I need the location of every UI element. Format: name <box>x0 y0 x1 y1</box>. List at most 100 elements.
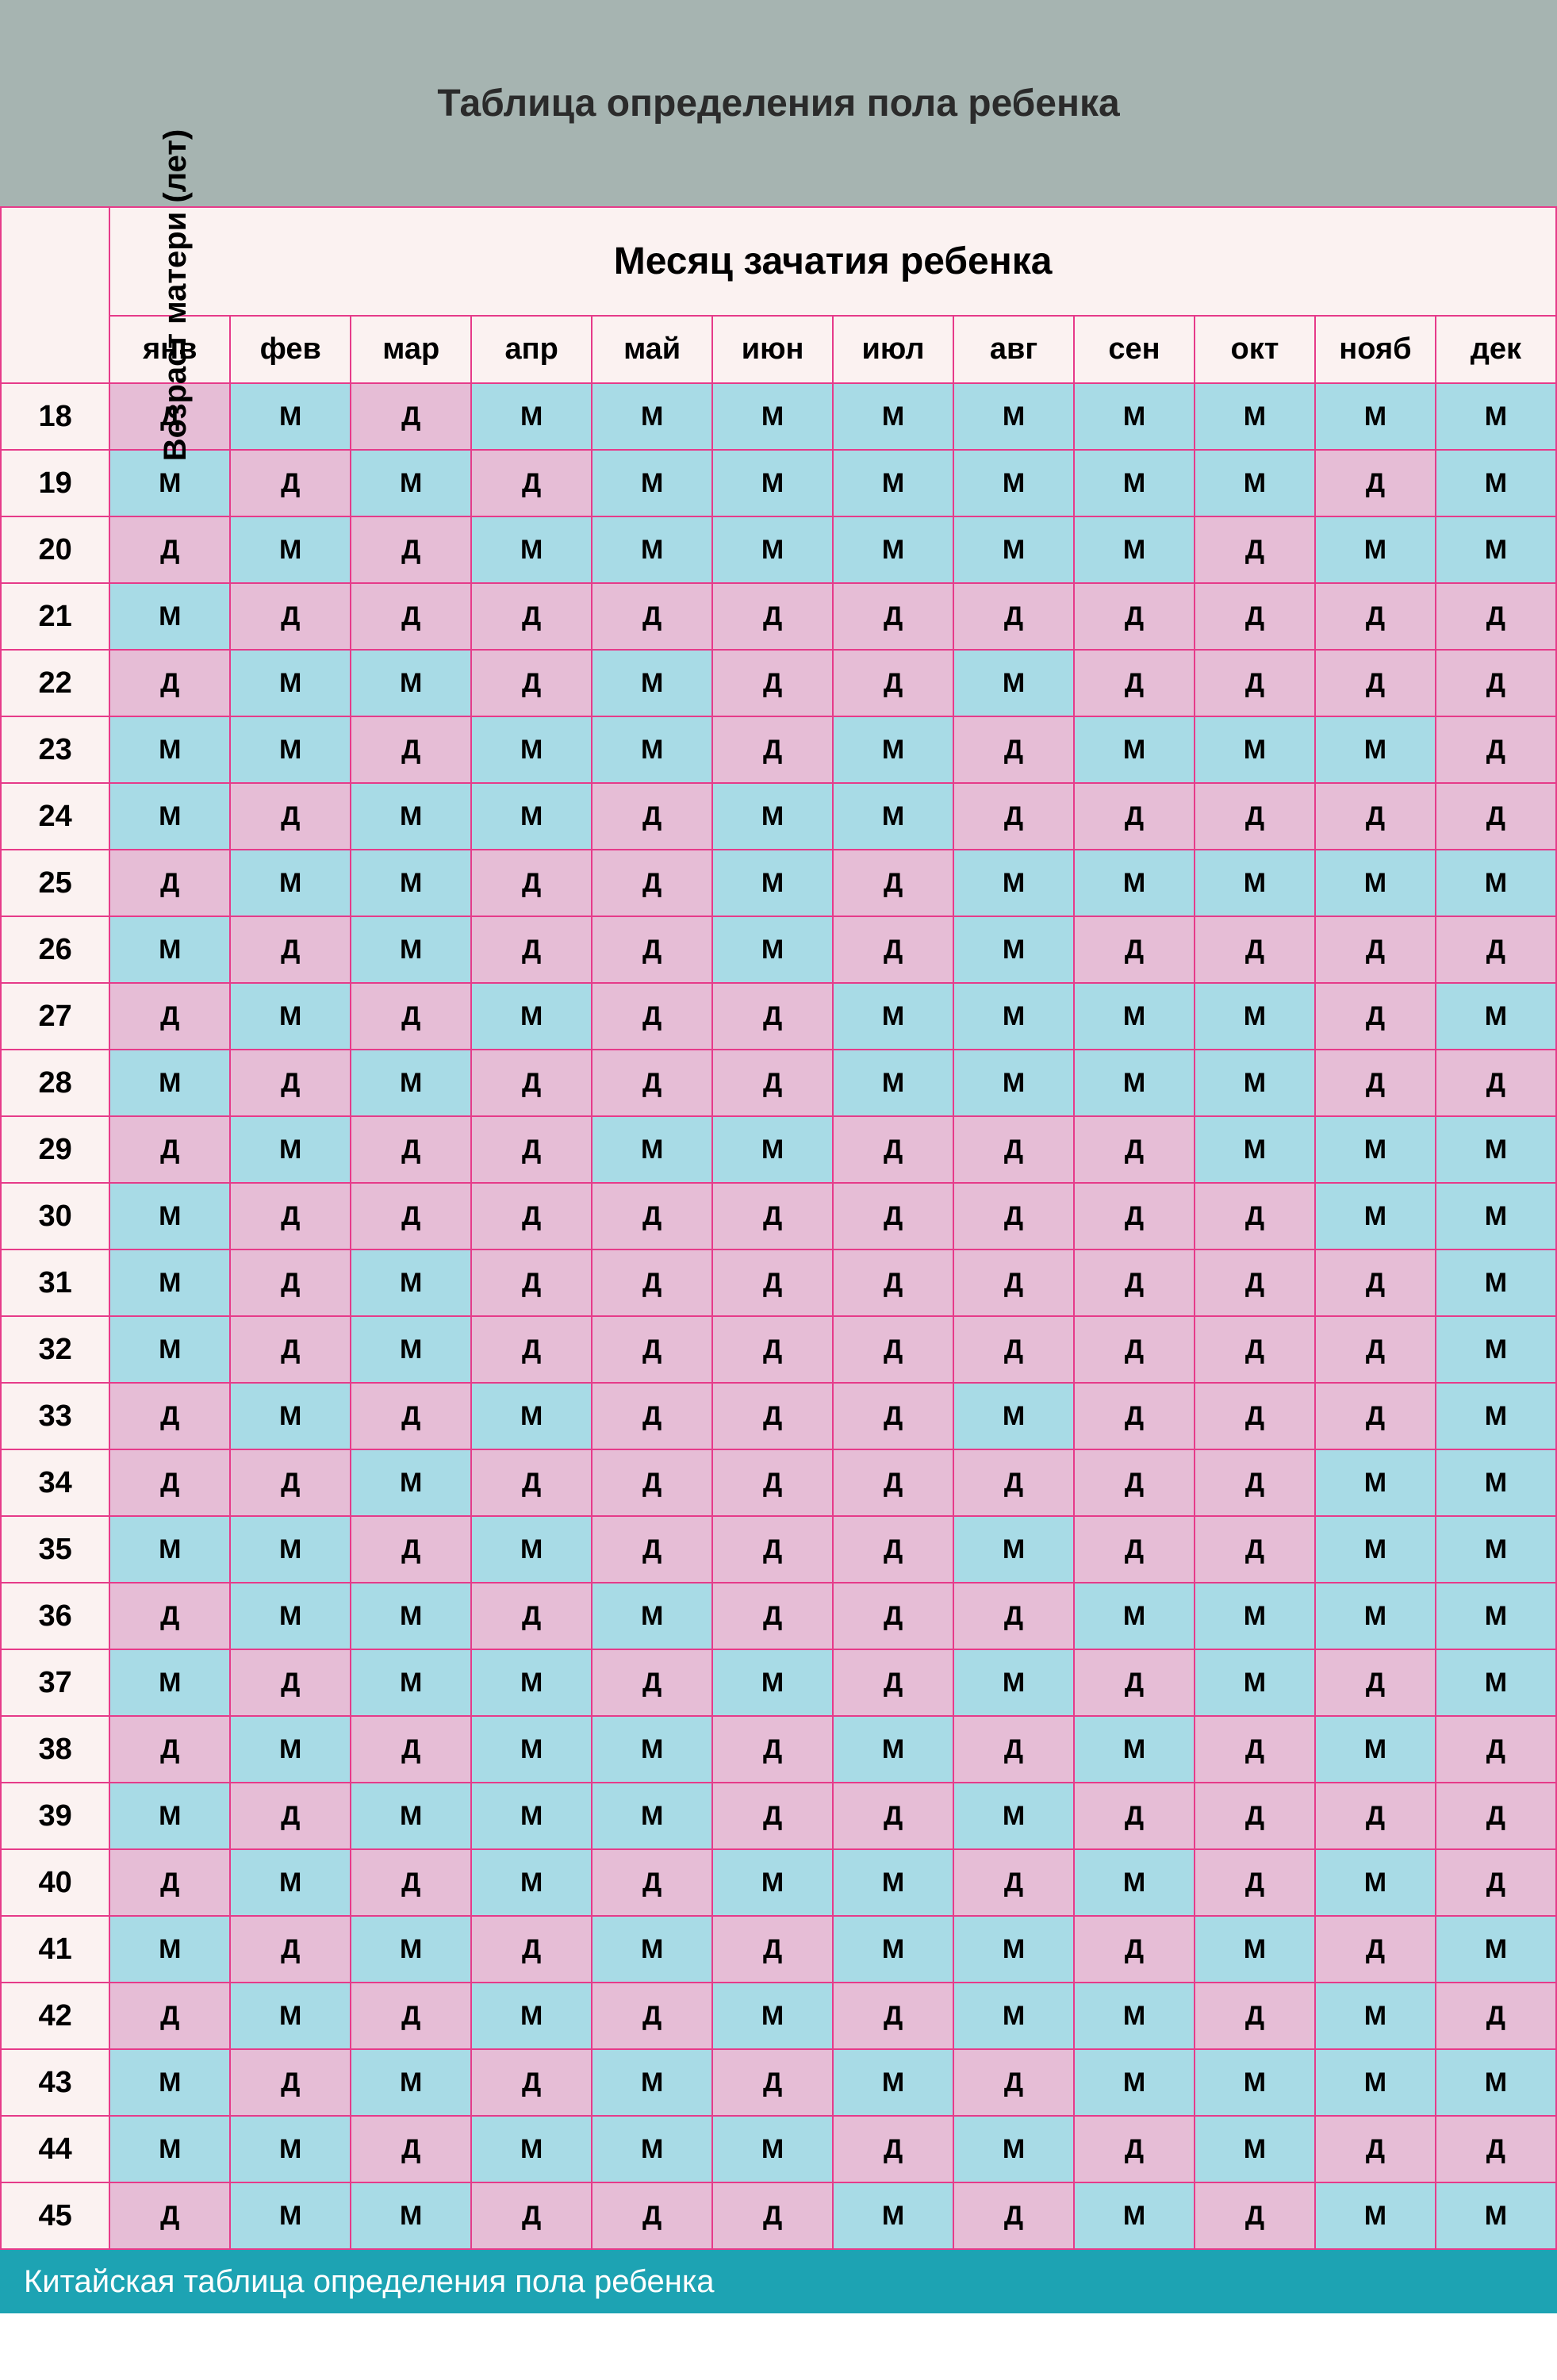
gender-cell: М <box>592 516 712 583</box>
gender-cell: Д <box>953 716 1074 783</box>
gender-cell: Д <box>1074 2116 1195 2182</box>
gender-cell: М <box>1436 850 1556 916</box>
gender-cell: Д <box>1195 1783 1315 1849</box>
gender-cell: М <box>833 383 953 450</box>
gender-cell: Д <box>230 1050 351 1116</box>
table-row: 24МДММДММДДДДД <box>1 783 1556 850</box>
gender-cell: М <box>592 2116 712 2182</box>
gender-cell: М <box>1436 1649 1556 1716</box>
gender-cell: М <box>1315 383 1436 450</box>
month-header: июн <box>712 316 833 383</box>
gender-cell: Д <box>1436 916 1556 983</box>
gender-cell: М <box>592 1783 712 1849</box>
gender-cell: Д <box>471 2182 592 2249</box>
table-row: 38ДМДММДМДМДМД <box>1 1716 1556 1783</box>
gender-cell: М <box>1315 2049 1436 2116</box>
gender-cell: Д <box>833 1649 953 1716</box>
age-cell: 19 <box>1 450 109 516</box>
month-header: окт <box>1195 316 1315 383</box>
gender-cell: Д <box>471 850 592 916</box>
gender-cell: М <box>1436 383 1556 450</box>
gender-cell: Д <box>109 983 230 1050</box>
gender-cell: Д <box>109 516 230 583</box>
gender-cell: Д <box>109 1849 230 1916</box>
gender-cell: М <box>712 516 833 583</box>
gender-cell: М <box>351 783 471 850</box>
gender-cell: Д <box>833 1516 953 1583</box>
gender-cell: Д <box>351 1716 471 1783</box>
gender-cell: Д <box>592 1316 712 1383</box>
gender-cell: Д <box>230 1649 351 1716</box>
gender-cell: Д <box>351 1383 471 1449</box>
gender-cell: Д <box>351 1983 471 2049</box>
gender-cell: Д <box>833 1316 953 1383</box>
month-header: дек <box>1436 316 1556 383</box>
gender-cell: Д <box>833 850 953 916</box>
gender-cell: М <box>1074 1983 1195 2049</box>
table-row: 18ДМДМММММММММ <box>1 383 1556 450</box>
gender-cell: М <box>833 1916 953 1983</box>
gender-cell: Д <box>1315 983 1436 1050</box>
gender-cell: М <box>351 1316 471 1383</box>
gender-cell: Д <box>833 1116 953 1183</box>
gender-cell: М <box>592 1116 712 1183</box>
gender-cell: Д <box>230 1449 351 1516</box>
age-cell: 22 <box>1 650 109 716</box>
gender-cell: Д <box>712 1916 833 1983</box>
gender-cell: Д <box>1315 916 1436 983</box>
gender-cell: Д <box>833 1183 953 1250</box>
gender-cell: М <box>592 1583 712 1649</box>
gender-cell: Д <box>1074 1916 1195 1983</box>
gender-cell: Д <box>1195 2182 1315 2249</box>
gender-cell: Д <box>1195 1383 1315 1449</box>
gender-cell: Д <box>1195 1516 1315 1583</box>
gender-cell: М <box>953 850 1074 916</box>
gender-cell: М <box>109 1516 230 1583</box>
gender-cell: Д <box>712 1449 833 1516</box>
gender-cell: М <box>230 383 351 450</box>
gender-cell: Д <box>471 583 592 650</box>
gender-cell: М <box>1436 2182 1556 2249</box>
gender-cell: М <box>1195 983 1315 1050</box>
gender-cell: Д <box>1195 916 1315 983</box>
gender-cell: Д <box>1436 716 1556 783</box>
gender-cell: Д <box>833 2116 953 2182</box>
gender-cell: Д <box>1195 1250 1315 1316</box>
gender-cell: Д <box>953 1183 1074 1250</box>
gender-cell: М <box>1195 850 1315 916</box>
gender-cell: Д <box>471 1583 592 1649</box>
table-row: 44ММДМММДМДМДД <box>1 2116 1556 2182</box>
gender-cell: М <box>351 2049 471 2116</box>
gender-cell: М <box>1436 983 1556 1050</box>
gender-cell: М <box>833 1849 953 1916</box>
gender-cell: Д <box>1074 1183 1195 1250</box>
gender-cell: М <box>1074 716 1195 783</box>
gender-cell: М <box>1195 383 1315 450</box>
gender-cell: М <box>1436 1516 1556 1583</box>
gender-cell: Д <box>471 1916 592 1983</box>
age-cell: 30 <box>1 1183 109 1250</box>
gender-cell: М <box>592 1716 712 1783</box>
gender-cell: Д <box>1195 1316 1315 1383</box>
gender-cell: М <box>953 1983 1074 2049</box>
gender-cell: Д <box>833 583 953 650</box>
table-row: 43МДМДМДМДММММ <box>1 2049 1556 2116</box>
gender-cell: М <box>1195 1649 1315 1716</box>
gender-cell: Д <box>833 1983 953 2049</box>
page-title: Таблица определения пола ребенка <box>437 82 1119 125</box>
table-row: 42ДМДМДМДММДМД <box>1 1983 1556 2049</box>
gender-cell: М <box>230 716 351 783</box>
age-cell: 35 <box>1 1516 109 1583</box>
gender-cell: М <box>471 1516 592 1583</box>
gender-cell: М <box>953 983 1074 1050</box>
gender-cell: Д <box>1315 583 1436 650</box>
gender-cell: Д <box>592 1983 712 2049</box>
gender-cell: М <box>471 1849 592 1916</box>
gender-cell: Д <box>833 916 953 983</box>
gender-cell: М <box>1436 1183 1556 1250</box>
gender-cell: Д <box>1436 1983 1556 2049</box>
gender-cell: М <box>1315 1183 1436 1250</box>
gender-cell: Д <box>471 1250 592 1316</box>
gender-cell: М <box>230 850 351 916</box>
gender-cell: Д <box>1315 2116 1436 2182</box>
